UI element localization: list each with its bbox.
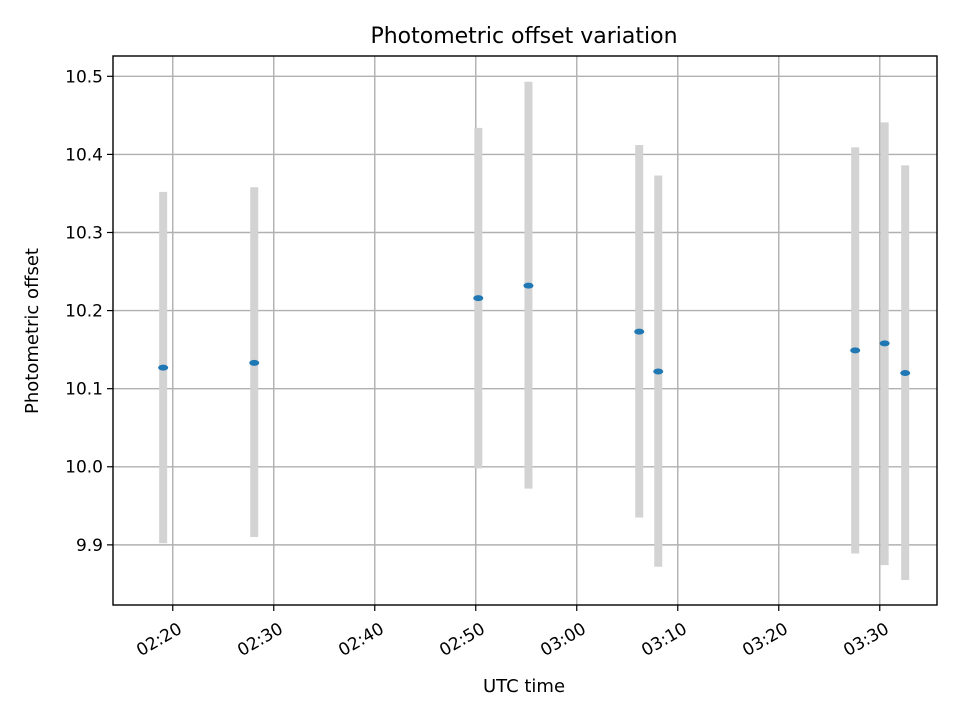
data-point xyxy=(653,368,664,375)
y-tick-label: 10.4 xyxy=(65,145,103,165)
data-point xyxy=(850,347,861,354)
x-tick-label: 02:50 xyxy=(436,619,488,661)
data-point xyxy=(900,370,911,377)
data-point xyxy=(634,328,645,335)
y-axis-ticks: 9.9 10.0 10.1 10.2 10.3 10.4 10.5 xyxy=(65,67,113,556)
x-tick-label: 03:30 xyxy=(840,619,892,661)
y-tick-label: 10.0 xyxy=(65,458,103,478)
y-tick-label: 10.5 xyxy=(65,67,103,87)
x-tick-label: 03:10 xyxy=(638,619,690,661)
y-axis-label: Photometric offset xyxy=(22,248,43,414)
x-tick-label: 02:30 xyxy=(234,619,286,661)
x-tick-label: 02:20 xyxy=(133,619,185,661)
error-bars xyxy=(159,81,910,581)
y-tick-label: 10.3 xyxy=(65,223,103,243)
x-tick-label: 02:40 xyxy=(335,619,387,661)
plot-frame xyxy=(112,55,938,606)
data-point xyxy=(249,359,260,366)
data-points xyxy=(158,282,911,377)
x-axis-label: UTC time xyxy=(483,676,565,697)
y-tick-label: 10.1 xyxy=(65,380,103,400)
x-axis-ticks: 02:20 02:30 02:40 02:50 03:00 03:10 03:20 03:30 xyxy=(133,605,893,661)
y-tick-label: 10.2 xyxy=(65,302,103,322)
data-point xyxy=(879,340,890,347)
x-tick-label: 03:20 xyxy=(739,619,791,661)
chart-title: Photometric offset variation xyxy=(370,24,677,49)
x-tick-label: 03:00 xyxy=(537,619,589,661)
data-point xyxy=(473,295,484,302)
data-point xyxy=(158,364,169,371)
y-tick-label: 9.9 xyxy=(76,536,103,556)
data-point xyxy=(523,282,534,289)
